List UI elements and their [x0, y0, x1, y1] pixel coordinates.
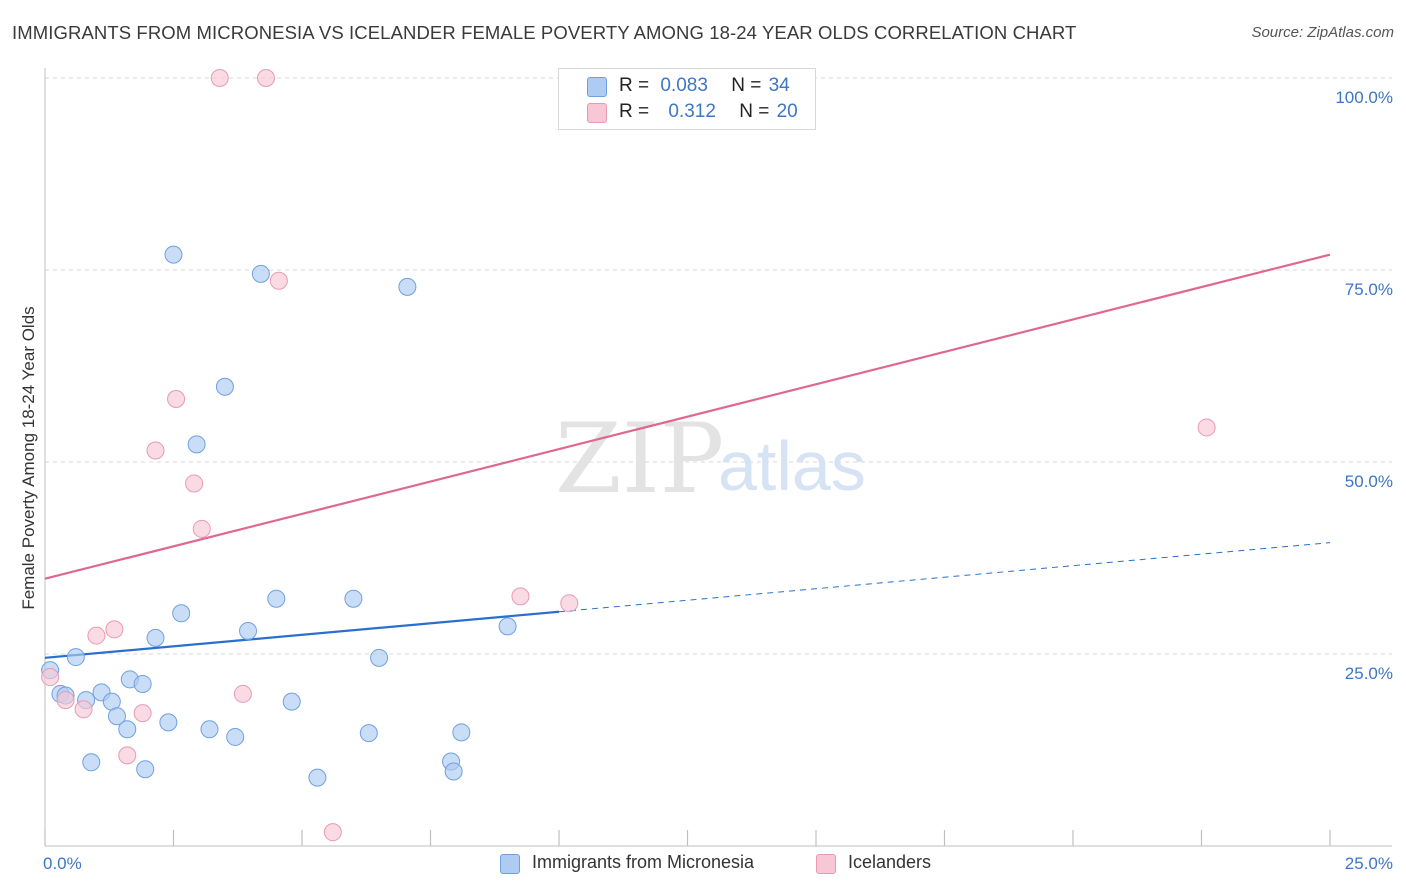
- icelanders-legend-label: Icelanders: [848, 852, 932, 872]
- watermark-zip: ZIP: [555, 403, 724, 515]
- icelander-point: [167, 390, 186, 409]
- icelander-point: [269, 271, 288, 290]
- n-value: 20: [776, 101, 798, 122]
- icelanders-legend-swatch: [816, 854, 836, 874]
- icelander-point: [210, 69, 229, 87]
- micronesia-point: [444, 762, 463, 781]
- micronesia-point: [187, 435, 206, 454]
- micronesia-point: [239, 621, 258, 640]
- micronesia-swatch: [587, 77, 607, 97]
- icelander-point: [41, 668, 60, 687]
- n-label: N =: [739, 101, 770, 122]
- icelander-point: [56, 691, 75, 710]
- micronesia-point: [82, 753, 101, 772]
- micronesia-point: [344, 589, 363, 608]
- micronesia-point: [215, 377, 234, 396]
- micronesia-point: [172, 604, 191, 623]
- x-tick-label-min: 0.0%: [43, 854, 82, 873]
- micronesia-point: [226, 727, 245, 746]
- icelander-point: [560, 594, 579, 613]
- y-tick-label: 75.0%: [1345, 280, 1393, 299]
- micronesia-point: [146, 628, 165, 647]
- micronesia-point: [159, 713, 178, 732]
- r-value: 0.083: [660, 75, 708, 96]
- y-tick-label: 25.0%: [1345, 664, 1393, 683]
- micronesia-point: [452, 723, 471, 742]
- icelander-point: [257, 69, 276, 87]
- y-tick-label: 100.0%: [1335, 88, 1393, 107]
- icelander-point: [192, 519, 211, 538]
- y-axis-title: Female Poverty Among 18-24 Year Olds: [19, 306, 38, 609]
- micronesia-point: [359, 724, 378, 743]
- micronesia-point: [66, 648, 85, 667]
- micronesia-point: [498, 617, 517, 636]
- icelanders-trend-line: [44, 253, 1331, 580]
- micronesia-trend-line: [44, 610, 560, 659]
- grid-lines: [45, 77, 1392, 655]
- watermark: ZIP atlas: [555, 403, 866, 515]
- source-label: Source: ZipAtlas.com: [1251, 24, 1394, 41]
- micronesia-point: [267, 589, 286, 608]
- micronesia-point: [136, 760, 155, 779]
- icelander-point: [511, 587, 530, 606]
- icelander-point: [133, 704, 152, 723]
- y-tick-label: 50.0%: [1345, 472, 1393, 491]
- micronesia-trend-extension: [558, 542, 1331, 613]
- x-tick-label-max: 25.0%: [1345, 854, 1393, 873]
- icelander-point: [323, 823, 342, 842]
- micronesia-point: [282, 692, 301, 711]
- icelander-point: [185, 474, 204, 493]
- trend-lines: [44, 253, 1331, 659]
- n-label: N =: [731, 75, 762, 96]
- data-points: [41, 69, 1216, 842]
- micronesia-point: [164, 245, 183, 264]
- icelanders-swatch: [587, 103, 607, 123]
- micronesia-point: [308, 768, 327, 787]
- micronesia-point: [398, 277, 417, 296]
- stats-legend: R = 0.083 N = 34 R = 0.312 N = 20: [558, 68, 816, 130]
- micronesia-point: [251, 264, 270, 283]
- r-label: R =: [619, 101, 650, 122]
- axis-labels: 25.0% 50.0% 75.0% 100.0% 0.0% 25.0% Female Pov…: [19, 88, 1393, 873]
- chart-title: IMMIGRANTS FROM MICRONESIA VS ICELANDER …: [12, 22, 1077, 43]
- legend-row-micronesia: R = 0.083 N = 34: [619, 75, 790, 99]
- icelander-point: [105, 620, 124, 639]
- micronesia-legend-swatch: [500, 854, 520, 874]
- n-value: 34: [768, 75, 790, 96]
- icelander-point: [233, 684, 252, 703]
- icelander-point: [118, 746, 137, 765]
- r-label: R =: [619, 75, 650, 96]
- micronesia-point: [370, 648, 389, 667]
- icelander-point: [87, 626, 106, 645]
- micronesia-legend-label: Immigrants from Micronesia: [532, 852, 755, 872]
- micronesia-point: [118, 720, 137, 739]
- icelander-point: [1197, 418, 1216, 437]
- micronesia-point: [107, 707, 126, 726]
- icelander-point: [74, 700, 93, 719]
- r-value: 0.312: [668, 101, 716, 122]
- micronesia-point: [133, 674, 152, 693]
- micronesia-point: [200, 720, 219, 739]
- legend-row-icelanders: R = 0.312 N = 20: [619, 101, 798, 125]
- icelander-point: [146, 441, 165, 460]
- watermark-atlas: atlas: [718, 427, 866, 505]
- axes: [44, 68, 1392, 847]
